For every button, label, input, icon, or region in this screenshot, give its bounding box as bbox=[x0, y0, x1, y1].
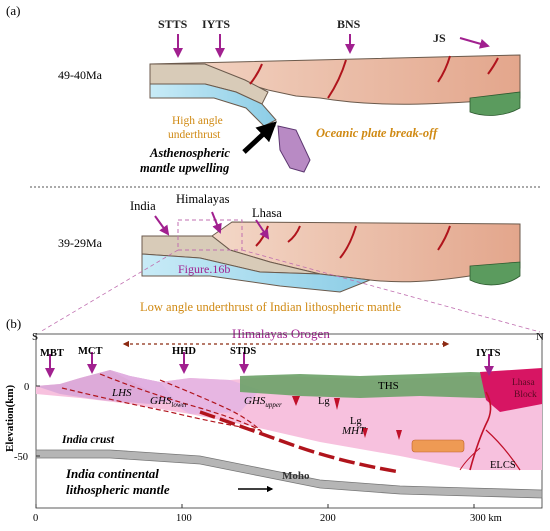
x-tick-300: 300 km bbox=[470, 513, 502, 524]
iyts-b-label: IYTS bbox=[476, 348, 501, 359]
js-label: JS bbox=[433, 31, 446, 45]
lhs-boundary bbox=[61, 387, 261, 431]
leucogranite-body bbox=[292, 396, 300, 406]
underthrust-caption: Low angle underthrust of Indian lithosph… bbox=[140, 300, 401, 314]
y-tick-neg50: -50 bbox=[14, 452, 28, 463]
ghs-upper-boundary bbox=[159, 379, 263, 433]
leucogranite-body bbox=[362, 428, 368, 438]
leucogranite-body bbox=[396, 430, 402, 440]
mct-label: MCT bbox=[78, 346, 103, 357]
lower-green-block bbox=[469, 261, 521, 286]
fault-line bbox=[437, 225, 451, 251]
panel-a-label: (a) bbox=[6, 3, 20, 18]
ghs-lower-text: GHS bbox=[150, 395, 172, 407]
orogen-label: Himalayas Orogen bbox=[232, 326, 330, 341]
elcs-vein bbox=[469, 391, 492, 471]
lhasa-block bbox=[480, 368, 542, 412]
underthrust-note-1: High angle bbox=[172, 115, 223, 127]
melt-zone bbox=[411, 439, 465, 453]
ghs-lower-subscript: lower bbox=[171, 401, 187, 409]
upwelling-note-2: mantle upwelling bbox=[140, 161, 229, 175]
stds-label: STDS bbox=[230, 346, 256, 357]
leucogranite-body bbox=[334, 398, 340, 410]
elcs-label: ELCS bbox=[490, 460, 516, 471]
ghs-lower-label: GHSlower bbox=[150, 395, 188, 409]
india-arrow bbox=[154, 215, 170, 236]
panel-a-lower-block: India Himalayas Lhasa 39-29Ma Figure.16b… bbox=[58, 192, 521, 314]
upwelling-arrow bbox=[242, 121, 277, 154]
fault-line bbox=[437, 55, 451, 83]
mbt-label: MBT bbox=[40, 348, 64, 359]
ths-band bbox=[240, 372, 542, 398]
lhasa-label: Lhasa bbox=[252, 206, 282, 220]
fault-line bbox=[287, 225, 301, 243]
ths-label: THS bbox=[378, 380, 399, 392]
lg-label-2: Lg bbox=[350, 416, 362, 427]
fault-line bbox=[327, 59, 347, 99]
ghs-wedge bbox=[110, 370, 260, 414]
ghs-upper-label: GHSupper bbox=[244, 395, 282, 409]
bns-label: BNS bbox=[337, 17, 361, 31]
x-tick-200: 200 bbox=[320, 513, 336, 524]
y-tick-0: 0 bbox=[24, 382, 29, 393]
himalayas-arrow bbox=[211, 211, 222, 234]
underthrust-note-2: underthrust bbox=[168, 129, 221, 141]
lhasa-block-label-2: Block bbox=[514, 390, 537, 400]
elcs-vein bbox=[459, 447, 481, 471]
stts-label: STTS bbox=[158, 17, 188, 31]
iyts-label: IYTS bbox=[202, 17, 230, 31]
zoom-line-left bbox=[39, 249, 179, 333]
fault-line bbox=[487, 57, 499, 75]
zoom-line-right bbox=[241, 249, 541, 333]
india-label: India bbox=[130, 199, 156, 213]
lhs-label: LHS bbox=[111, 387, 132, 399]
upwelling-note-1: Asthenospheric bbox=[149, 146, 230, 160]
upper-age-label: 49-40Ma bbox=[58, 68, 103, 82]
lhasa-arrow bbox=[255, 219, 270, 240]
moho-label: Moho bbox=[282, 470, 310, 482]
upper-green-block bbox=[469, 91, 521, 116]
south-end-label: S bbox=[32, 331, 38, 343]
oceanic-slab bbox=[277, 125, 311, 173]
ghs-boundary bbox=[99, 373, 261, 431]
panel-a-upper-block: STTS IYTS BNS JS 49-40Ma High angle unde… bbox=[58, 17, 521, 175]
mht-fault bbox=[199, 410, 401, 474]
lhasa-block-label-1: Lhasa bbox=[512, 378, 535, 388]
breakoff-note: Oceanic plate break-off bbox=[316, 126, 439, 140]
lg-label-1: Lg bbox=[318, 396, 330, 407]
x-tick-100: 100 bbox=[176, 513, 192, 524]
mht-label: MHT bbox=[341, 425, 366, 437]
ghs-upper-text: GHS bbox=[244, 395, 266, 407]
lower-india-mantle bbox=[141, 253, 371, 293]
figure-ref-label: Figure.16b bbox=[178, 262, 230, 276]
moho-band bbox=[35, 449, 543, 499]
mantle-label-2: lithospheric mantle bbox=[66, 482, 170, 497]
x-tick-0: 0 bbox=[33, 513, 38, 524]
himalayas-label: Himalayas bbox=[176, 192, 230, 206]
js-arrow bbox=[459, 37, 490, 49]
north-end-label: N bbox=[536, 331, 544, 343]
ghs-upper-subscript: upper bbox=[265, 401, 282, 409]
panel-b-label: (b) bbox=[6, 316, 21, 331]
hhd-label: HHD bbox=[172, 346, 196, 357]
fault-line bbox=[249, 63, 263, 85]
lower-age-label: 39-29Ma bbox=[58, 236, 103, 250]
figure-16b-box bbox=[177, 219, 243, 251]
mantle-label-1: India continental bbox=[65, 466, 159, 481]
elcs-vein bbox=[485, 429, 521, 471]
india-crust-label: India crust bbox=[61, 434, 115, 446]
y-axis-label: Elevation(km) bbox=[4, 384, 16, 452]
fault-line bbox=[339, 225, 357, 259]
